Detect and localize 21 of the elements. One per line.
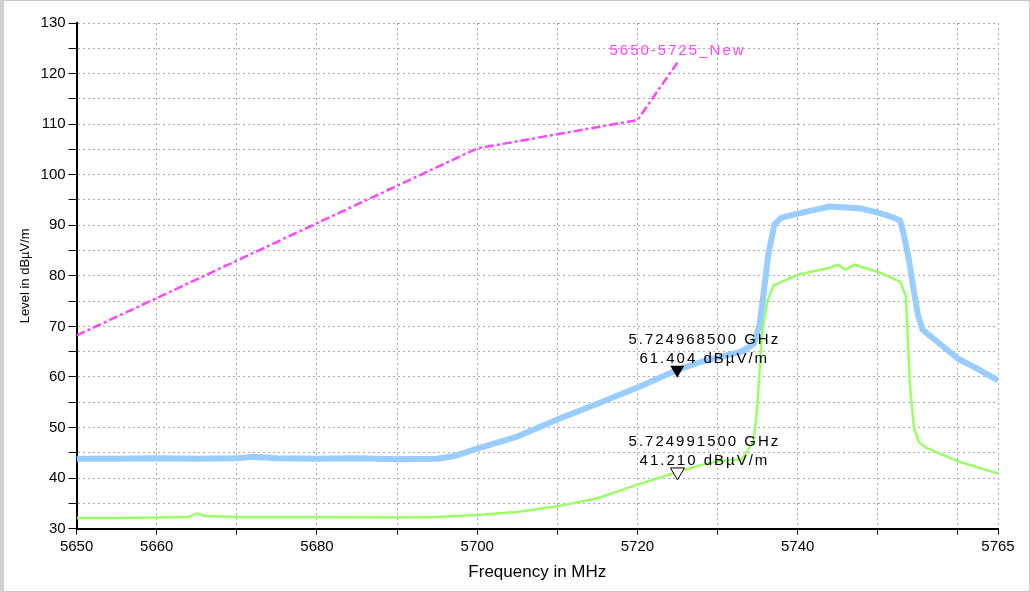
y-tick-label: 70 <box>48 316 66 334</box>
y-tick-label: 60 <box>48 367 66 385</box>
series-label: 5650-5725_New <box>609 41 746 59</box>
y-tick-label: 90 <box>48 215 66 233</box>
y-axis-title: Level in dBµV/m <box>17 228 33 324</box>
x-axis-title: Frequency in MHz <box>468 562 607 582</box>
x-tick-label: 5650 <box>59 536 94 554</box>
y-tick-label: 110 <box>41 114 66 132</box>
y-tick-label: 40 <box>48 468 66 486</box>
y-tick-label: 100 <box>40 164 66 182</box>
y-tick-label: 120 <box>40 63 66 81</box>
y-tick-label: 130 <box>40 13 66 31</box>
y-tick-label: 80 <box>48 265 66 283</box>
x-tick-label: 5680 <box>300 536 334 554</box>
x-tick-label: 5660 <box>140 536 174 554</box>
y-tick-label: 30 <box>48 518 66 536</box>
x-tick-label: 5740 <box>781 536 815 554</box>
x-tick-label: 5720 <box>620 536 655 554</box>
x-tick-label: 5700 <box>460 536 494 554</box>
x-tick-label: 5765 <box>981 536 1015 554</box>
y-tick-label: 50 <box>48 417 66 435</box>
